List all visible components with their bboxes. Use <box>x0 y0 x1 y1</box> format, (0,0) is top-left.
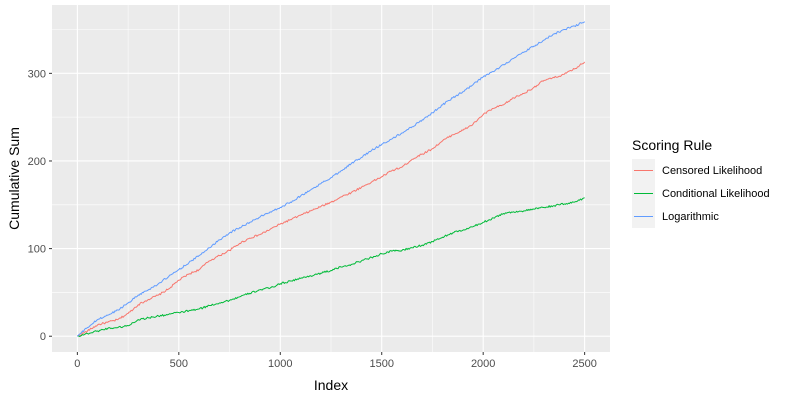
series-line-censored-likelihood <box>77 61 586 337</box>
series-layer <box>77 21 586 337</box>
y-tick-label: 200 <box>28 156 46 168</box>
legend-items: Censored Likelihood Conditional Likelihoo… <box>632 159 770 228</box>
x-tick-label: 2000 <box>471 358 495 370</box>
y-tick-label: 0 <box>40 331 46 343</box>
x-tick-label: 0 <box>74 358 80 370</box>
y-tick-label: 100 <box>28 244 46 256</box>
series-line-conditional-likelihood <box>77 197 585 337</box>
legend-label: Logarithmic <box>662 211 719 223</box>
y-axis-title: Cumulative Sum <box>6 127 22 230</box>
grid-minor <box>52 5 610 352</box>
legend: Scoring Rule Censored Likelihood Conditio… <box>632 137 770 228</box>
x-tick-label: 1500 <box>369 358 393 370</box>
x-axis-title: Index <box>314 377 348 393</box>
grid-major <box>52 5 610 352</box>
series-line-logarithmic <box>77 21 585 337</box>
legend-label: Censored Likelihood <box>662 165 762 177</box>
legend-label: Conditional Likelihood <box>662 188 770 200</box>
x-axis: 0 500 1000 1500 2000 2500 <box>74 352 597 370</box>
x-tick-label: 1000 <box>268 358 292 370</box>
x-tick-label: 2500 <box>572 358 596 370</box>
y-tick-label: 300 <box>28 68 46 80</box>
x-tick-label: 500 <box>170 358 188 370</box>
y-axis: 0 100 200 300 <box>28 68 52 343</box>
legend-title: Scoring Rule <box>632 137 712 153</box>
